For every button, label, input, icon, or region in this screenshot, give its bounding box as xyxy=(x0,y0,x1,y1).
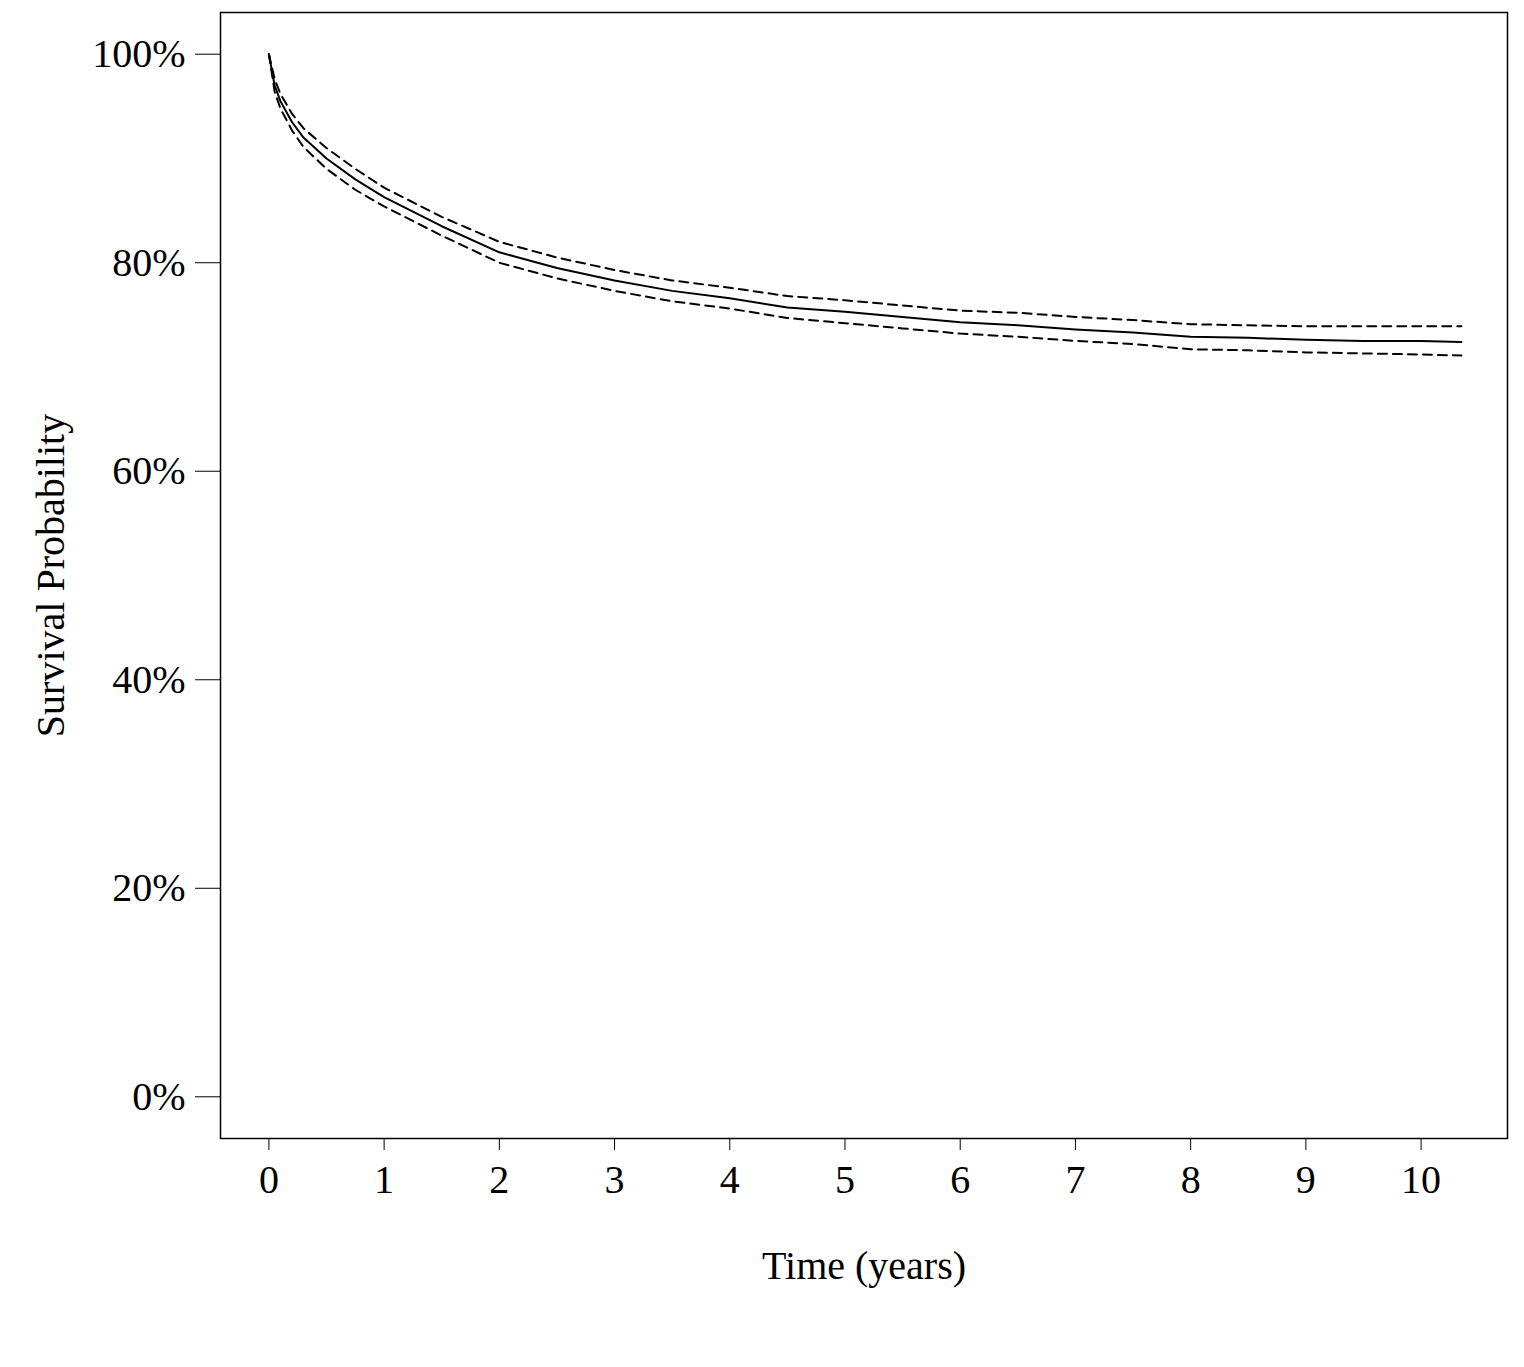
svg-text:0: 0 xyxy=(259,1157,279,1202)
svg-text:10: 10 xyxy=(1401,1157,1441,1202)
svg-text:Survival Probability: Survival Probability xyxy=(28,414,73,737)
svg-text:4: 4 xyxy=(720,1157,740,1202)
svg-text:9: 9 xyxy=(1296,1157,1316,1202)
svg-text:5: 5 xyxy=(835,1157,855,1202)
svg-text:20%: 20% xyxy=(112,865,185,910)
svg-text:1: 1 xyxy=(374,1157,394,1202)
svg-text:40%: 40% xyxy=(112,657,185,702)
svg-text:8: 8 xyxy=(1181,1157,1201,1202)
svg-text:3: 3 xyxy=(605,1157,625,1202)
svg-text:7: 7 xyxy=(1065,1157,1085,1202)
svg-text:60%: 60% xyxy=(112,448,185,493)
svg-text:Time (years): Time (years) xyxy=(762,1243,966,1288)
svg-text:80%: 80% xyxy=(112,240,185,285)
svg-text:0%: 0% xyxy=(132,1074,185,1119)
svg-text:6: 6 xyxy=(950,1157,970,1202)
svg-text:100%: 100% xyxy=(92,31,185,76)
svg-text:2: 2 xyxy=(489,1157,509,1202)
